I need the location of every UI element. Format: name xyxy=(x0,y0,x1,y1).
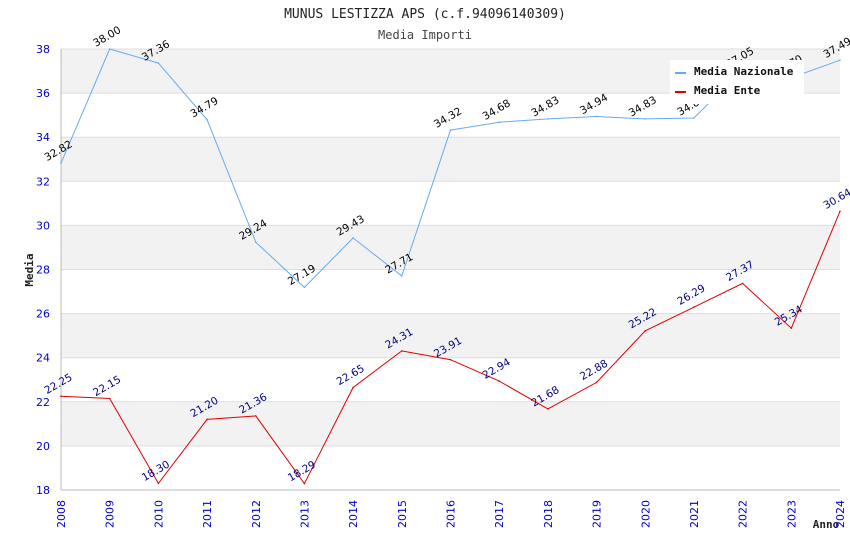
point-0-2010 xyxy=(157,62,160,64)
x-tick-2012: 2012 xyxy=(250,500,263,528)
point-0-2013 xyxy=(303,286,306,289)
point-0-2019 xyxy=(595,115,598,118)
point-1-2023 xyxy=(790,327,793,329)
point-1-2017 xyxy=(498,380,500,382)
band-18 xyxy=(61,445,840,490)
point-1-2009 xyxy=(108,397,111,400)
y-tick-24: 24 xyxy=(36,352,50,365)
y-tick-18: 18 xyxy=(36,484,50,497)
point-0-2018 xyxy=(547,118,549,120)
point-1-2008 xyxy=(60,395,62,398)
band-28 xyxy=(61,225,840,270)
point-1-2020 xyxy=(644,329,647,332)
y-tick-38: 38 xyxy=(36,43,50,56)
y-axis-label: Media xyxy=(23,253,36,286)
y-tick-labels: 18 20 22 24 26 28 30 32 34 36 38 xyxy=(36,43,50,497)
point-0-2015 xyxy=(401,275,403,277)
x-tick-2014: 2014 xyxy=(347,500,360,528)
point-1-2016 xyxy=(449,358,452,361)
band-30 xyxy=(61,181,840,226)
point-0-2014 xyxy=(352,237,354,239)
x-tick-2010: 2010 xyxy=(152,500,165,528)
y-tick-30: 30 xyxy=(36,219,50,232)
y-tick-26: 26 xyxy=(36,308,50,321)
x-tick-2020: 2020 xyxy=(639,500,652,528)
background-bands xyxy=(61,49,840,490)
point-1-2015 xyxy=(401,350,403,352)
point-0-2021 xyxy=(693,117,695,119)
band-20 xyxy=(61,401,840,446)
point-1-2011 xyxy=(206,418,208,421)
x-tick-2019: 2019 xyxy=(591,500,604,528)
legend-label-media-ente: Media Ente xyxy=(694,84,761,97)
point-0-2024 xyxy=(839,59,841,62)
point-0-2020 xyxy=(644,118,647,120)
x-tick-2018: 2018 xyxy=(542,500,555,528)
legend: Media Nazionale Media Ente xyxy=(670,60,804,104)
data-label-0-2009: 38.00 xyxy=(91,24,123,49)
band-26 xyxy=(61,269,840,314)
chart-title: MUNUS LESTIZZA APS (c.f.94096140309) xyxy=(284,7,566,22)
band-32 xyxy=(61,137,840,182)
legend-label-media-nazionale: Media Nazionale xyxy=(694,65,794,78)
point-1-2019 xyxy=(595,381,598,384)
x-tick-2017: 2017 xyxy=(493,500,506,528)
y-tick-28: 28 xyxy=(36,264,50,277)
point-1-2013 xyxy=(303,482,306,485)
point-0-2008 xyxy=(60,162,62,165)
band-22 xyxy=(61,357,840,402)
point-1-2018 xyxy=(547,408,549,410)
point-0-2016 xyxy=(449,129,452,131)
band-24 xyxy=(61,313,840,358)
y-tick-32: 32 xyxy=(36,175,50,188)
y-tick-36: 36 xyxy=(36,87,50,100)
legend-box xyxy=(670,60,804,104)
y-tick-20: 20 xyxy=(36,440,50,453)
x-tick-2011: 2011 xyxy=(201,500,214,528)
point-1-2024 xyxy=(839,210,841,213)
x-tick-2016: 2016 xyxy=(445,500,458,528)
chart-subtitle: Media Importi xyxy=(378,28,472,42)
x-tick-2022: 2022 xyxy=(737,500,750,528)
point-0-2017 xyxy=(498,121,500,124)
point-1-2012 xyxy=(254,415,257,417)
x-tick-2009: 2009 xyxy=(104,500,117,528)
y-tick-34: 34 xyxy=(36,131,50,144)
x-tick-2024: 2024 xyxy=(834,500,847,528)
x-tick-2021: 2021 xyxy=(688,500,701,528)
point-0-2011 xyxy=(206,118,208,121)
point-0-2009 xyxy=(108,48,111,50)
x-axis-label: Anno xyxy=(813,518,840,531)
x-tick-2013: 2013 xyxy=(298,500,311,528)
x-tick-2008: 2008 xyxy=(55,500,68,528)
y-tick-22: 22 xyxy=(36,396,50,409)
x-tick-labels: 2008 2009 2010 2011 2012 2013 2014 2015 2016 2017… xyxy=(55,500,847,528)
point-0-2012 xyxy=(254,241,257,243)
point-1-2021 xyxy=(693,306,695,309)
point-1-2022 xyxy=(741,282,744,285)
point-1-2014 xyxy=(352,386,354,389)
x-tick-2023: 2023 xyxy=(785,500,798,528)
point-1-2010 xyxy=(157,482,160,485)
x-tick-2015: 2015 xyxy=(396,500,409,528)
